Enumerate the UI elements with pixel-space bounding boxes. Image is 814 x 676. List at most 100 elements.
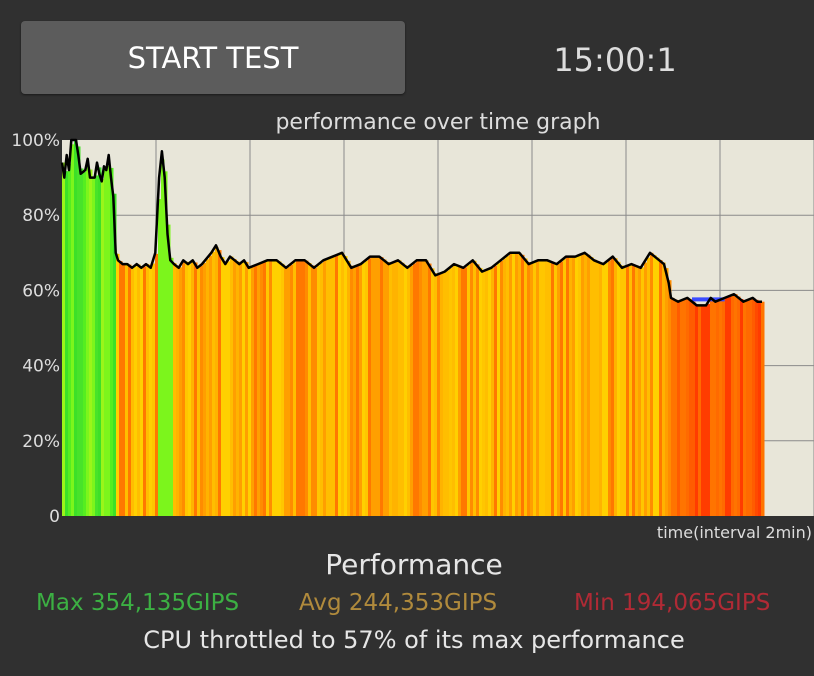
chart-bar xyxy=(239,263,243,516)
chart-bar xyxy=(452,265,456,516)
chart-bar xyxy=(215,246,219,517)
chart-bar xyxy=(92,177,96,516)
chart-bar xyxy=(494,265,498,516)
chart-bar xyxy=(275,260,279,516)
y-tick-label: 40% xyxy=(22,357,60,377)
chart-bar xyxy=(467,264,471,516)
chart-bar xyxy=(530,263,534,516)
chart-bar xyxy=(428,263,432,516)
chart-bar xyxy=(263,262,267,516)
chart-bar xyxy=(257,264,261,516)
chart-bar xyxy=(737,296,741,516)
chart-bar xyxy=(632,264,636,516)
chart-bar xyxy=(692,301,696,516)
chart-bar xyxy=(131,267,135,516)
chart-bar xyxy=(431,268,435,516)
chart-bar xyxy=(230,256,234,516)
chart-bar xyxy=(617,261,621,516)
min-stat: Min 194,065GIPS xyxy=(574,590,771,616)
chart-bar xyxy=(674,299,678,516)
chart-bar xyxy=(662,262,666,516)
chart-bar xyxy=(185,261,189,516)
chart-bar xyxy=(722,298,726,516)
chart-bar xyxy=(155,253,159,517)
chart-bar xyxy=(245,261,249,516)
chart-bar xyxy=(698,305,702,516)
chart-bar xyxy=(299,260,303,516)
chart-bar xyxy=(284,266,288,516)
chart-bar xyxy=(653,255,657,516)
chart-bar xyxy=(575,256,579,516)
chart-bar xyxy=(293,262,297,516)
chart-bar xyxy=(716,301,720,516)
avg-stat: Avg 244,353GIPS xyxy=(299,590,498,616)
chart-bar xyxy=(641,267,645,516)
chart-bar xyxy=(410,265,414,516)
chart-bar xyxy=(761,301,765,516)
chart-bar xyxy=(191,261,195,516)
chart-bar xyxy=(413,263,417,516)
chart-bar xyxy=(137,264,141,516)
chart-bar xyxy=(392,262,396,516)
chart-bar xyxy=(539,260,543,516)
chart-bar xyxy=(437,274,441,516)
chart-bar xyxy=(581,254,585,516)
chart-bar xyxy=(164,171,168,517)
chart-bar xyxy=(149,266,153,516)
chart-bar xyxy=(122,263,126,516)
chart-bar xyxy=(482,271,486,516)
chart-bar xyxy=(599,262,603,516)
chart-bar xyxy=(455,264,459,516)
chart-bar xyxy=(416,260,420,516)
chart-bar xyxy=(407,267,411,516)
chart-bar xyxy=(71,144,75,516)
start-test-button[interactable]: START TEST xyxy=(21,21,405,94)
chart-bar xyxy=(83,171,87,516)
chart-bar xyxy=(320,263,324,516)
chart-bar xyxy=(404,265,408,516)
chart-bar xyxy=(302,260,306,516)
chart-bar xyxy=(533,262,537,516)
chart-bar xyxy=(344,256,348,516)
chart-bar xyxy=(536,261,540,516)
chart-bar xyxy=(242,261,246,516)
chart-bar xyxy=(200,265,204,516)
chart-bar xyxy=(68,163,72,517)
chart-bar xyxy=(314,267,318,516)
chart-bar xyxy=(374,256,378,516)
chart-bar xyxy=(665,268,669,516)
chart-bar xyxy=(197,267,201,516)
chart-bar xyxy=(260,263,264,516)
chart-bar xyxy=(77,146,81,516)
chart-bar xyxy=(227,261,231,516)
chart-bar xyxy=(461,266,465,516)
chart-bar xyxy=(743,301,747,516)
stats-row: Max 354,135GIPS Avg 244,353GIPS Min 194,… xyxy=(0,590,814,624)
chart-bar xyxy=(578,255,582,516)
chart-bar xyxy=(488,269,492,516)
chart-bar xyxy=(212,251,216,516)
chart-bar xyxy=(182,262,186,516)
chart-bar xyxy=(443,272,447,516)
performance-title: Performance xyxy=(325,548,503,581)
chart-bar xyxy=(224,261,228,516)
chart-bar xyxy=(389,263,393,516)
chart-bar xyxy=(104,166,108,516)
chart-bar xyxy=(752,298,756,516)
chart-bar xyxy=(635,265,639,516)
chart-bar xyxy=(203,262,207,516)
chart-bar xyxy=(647,257,651,516)
chart-bar xyxy=(62,162,66,516)
chart-bar xyxy=(254,265,258,516)
chart-bar xyxy=(170,257,174,516)
chart-bar xyxy=(611,257,615,516)
chart-bar xyxy=(398,260,402,516)
chart-bar xyxy=(251,266,255,516)
chart-bar xyxy=(548,260,552,516)
chart-bar xyxy=(425,260,429,516)
chart-bar xyxy=(560,261,564,516)
chart-bar xyxy=(725,297,729,516)
chart-bar xyxy=(422,260,426,516)
chart-bar xyxy=(269,260,273,516)
